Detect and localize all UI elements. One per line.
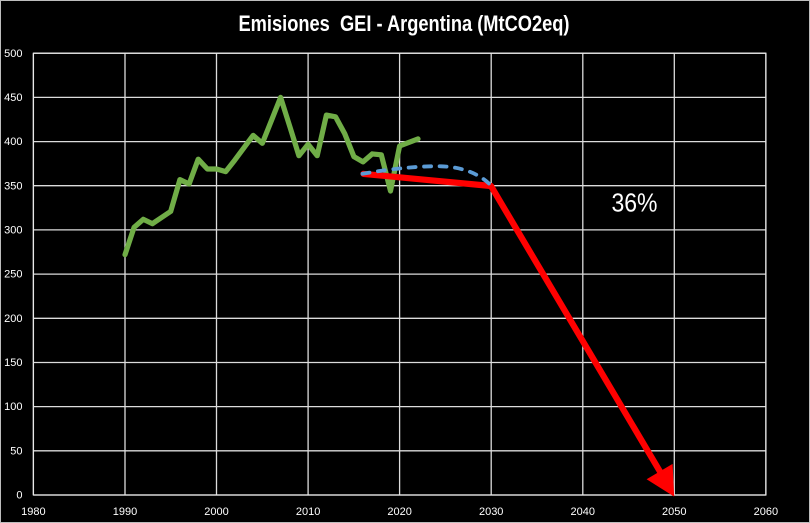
svg-text:150: 150	[4, 357, 22, 369]
svg-text:2050: 2050	[662, 506, 686, 518]
svg-text:36%: 36%	[612, 188, 658, 218]
svg-text:300: 300	[4, 225, 22, 237]
svg-text:2040: 2040	[571, 506, 595, 518]
svg-text:Emisiones GEI - Argentina (Mt: Emisiones GEI - Argentina (MtCO2eq)	[239, 11, 570, 36]
svg-text:100: 100	[4, 401, 22, 413]
svg-text:1990: 1990	[113, 506, 137, 518]
svg-text:450: 450	[4, 92, 22, 104]
svg-text:2030: 2030	[479, 506, 503, 518]
svg-text:50: 50	[10, 445, 22, 457]
svg-text:2010: 2010	[296, 506, 320, 518]
svg-text:400: 400	[4, 136, 22, 148]
svg-text:200: 200	[4, 313, 22, 325]
svg-text:0: 0	[16, 490, 22, 502]
svg-text:500: 500	[4, 48, 22, 60]
svg-text:2060: 2060	[754, 506, 778, 518]
svg-text:250: 250	[4, 269, 22, 281]
svg-text:1980: 1980	[21, 506, 45, 518]
svg-text:2000: 2000	[204, 506, 228, 518]
svg-text:2020: 2020	[387, 506, 411, 518]
svg-text:350: 350	[4, 180, 22, 192]
